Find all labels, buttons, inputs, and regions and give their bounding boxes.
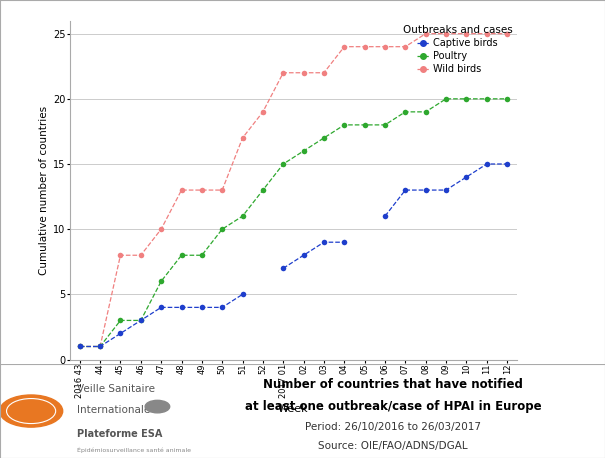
- X-axis label: Week: Week: [278, 403, 309, 414]
- Text: Veille Sanitaire: Veille Sanitaire: [77, 384, 155, 394]
- Circle shape: [145, 400, 169, 413]
- Y-axis label: Cumulative number of countries: Cumulative number of countries: [39, 105, 49, 275]
- Legend: Captive birds, Poultry, Wild birds: Captive birds, Poultry, Wild birds: [403, 26, 512, 74]
- Text: Internationale: Internationale: [77, 405, 150, 415]
- Text: Number of countries that have notified: Number of countries that have notified: [263, 378, 523, 391]
- Text: Plateforme ESA: Plateforme ESA: [77, 429, 162, 439]
- Text: Source: OIE/FAO/ADNS/DGAL: Source: OIE/FAO/ADNS/DGAL: [318, 441, 468, 451]
- Text: at least one outbreak/case of HPAI in Europe: at least one outbreak/case of HPAI in Eu…: [245, 400, 541, 413]
- Text: Period: 26/10/2016 to 26/03/2017: Period: 26/10/2016 to 26/03/2017: [306, 422, 481, 432]
- Circle shape: [0, 395, 63, 427]
- Text: Épidémiosurveillance santé animale: Épidémiosurveillance santé animale: [77, 447, 191, 453]
